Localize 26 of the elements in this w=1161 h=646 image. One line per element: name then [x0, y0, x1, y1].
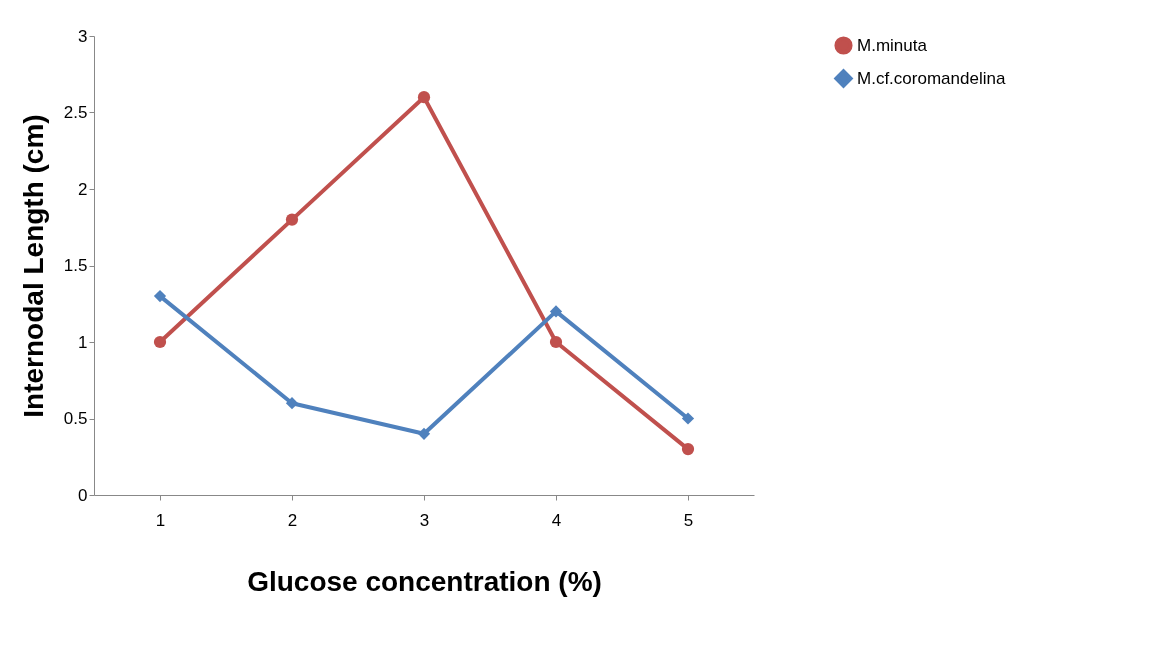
x-tick-label: 1	[155, 510, 166, 530]
x-tick-label: 4	[551, 510, 562, 530]
point	[681, 412, 695, 425]
x-tick-label: 2	[287, 510, 298, 530]
point	[153, 335, 167, 349]
y-tick-label: 2.5	[63, 103, 88, 122]
x-tick-label: 5	[683, 510, 694, 530]
x-axis-title: Glucose concentration (%)	[247, 565, 602, 597]
legend-label: M.minuta	[857, 35, 928, 55]
point	[549, 305, 563, 318]
legend-label: M.cf.coromandelina	[857, 68, 1006, 88]
y-tick-label: 0.5	[63, 409, 88, 428]
point	[681, 442, 695, 456]
y-tick-label: 2	[78, 179, 88, 199]
point	[417, 427, 431, 440]
y-tick-label: 3	[78, 26, 88, 46]
point	[153, 289, 167, 303]
point	[285, 397, 299, 410]
y-tick-label: 1.5	[63, 256, 88, 275]
point	[549, 335, 563, 349]
x-tick-label: 3	[419, 510, 430, 530]
point	[417, 91, 431, 104]
y-tick-label: 0	[78, 485, 88, 505]
y-tick-label: 1	[78, 332, 88, 352]
point	[285, 213, 299, 226]
y-axis-title: Internodal Length (cm)	[17, 114, 49, 418]
